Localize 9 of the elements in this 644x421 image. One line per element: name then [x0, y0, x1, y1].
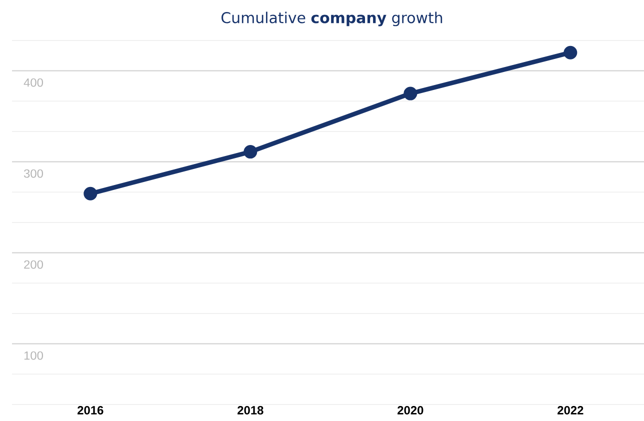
x-tick-label: 2022	[558, 406, 584, 414]
y-tick-label: 300	[24, 169, 44, 178]
x-tick-label: 2018	[238, 406, 264, 414]
y-tick-label: 200	[24, 260, 44, 269]
chart-title: Cumulative company growth	[222, 12, 442, 26]
y-tick-label: 100	[24, 351, 44, 360]
x-tick-label: 2020	[398, 406, 424, 414]
x-tick-label: 2016	[78, 406, 104, 414]
y-tick-label: 400	[24, 78, 44, 87]
